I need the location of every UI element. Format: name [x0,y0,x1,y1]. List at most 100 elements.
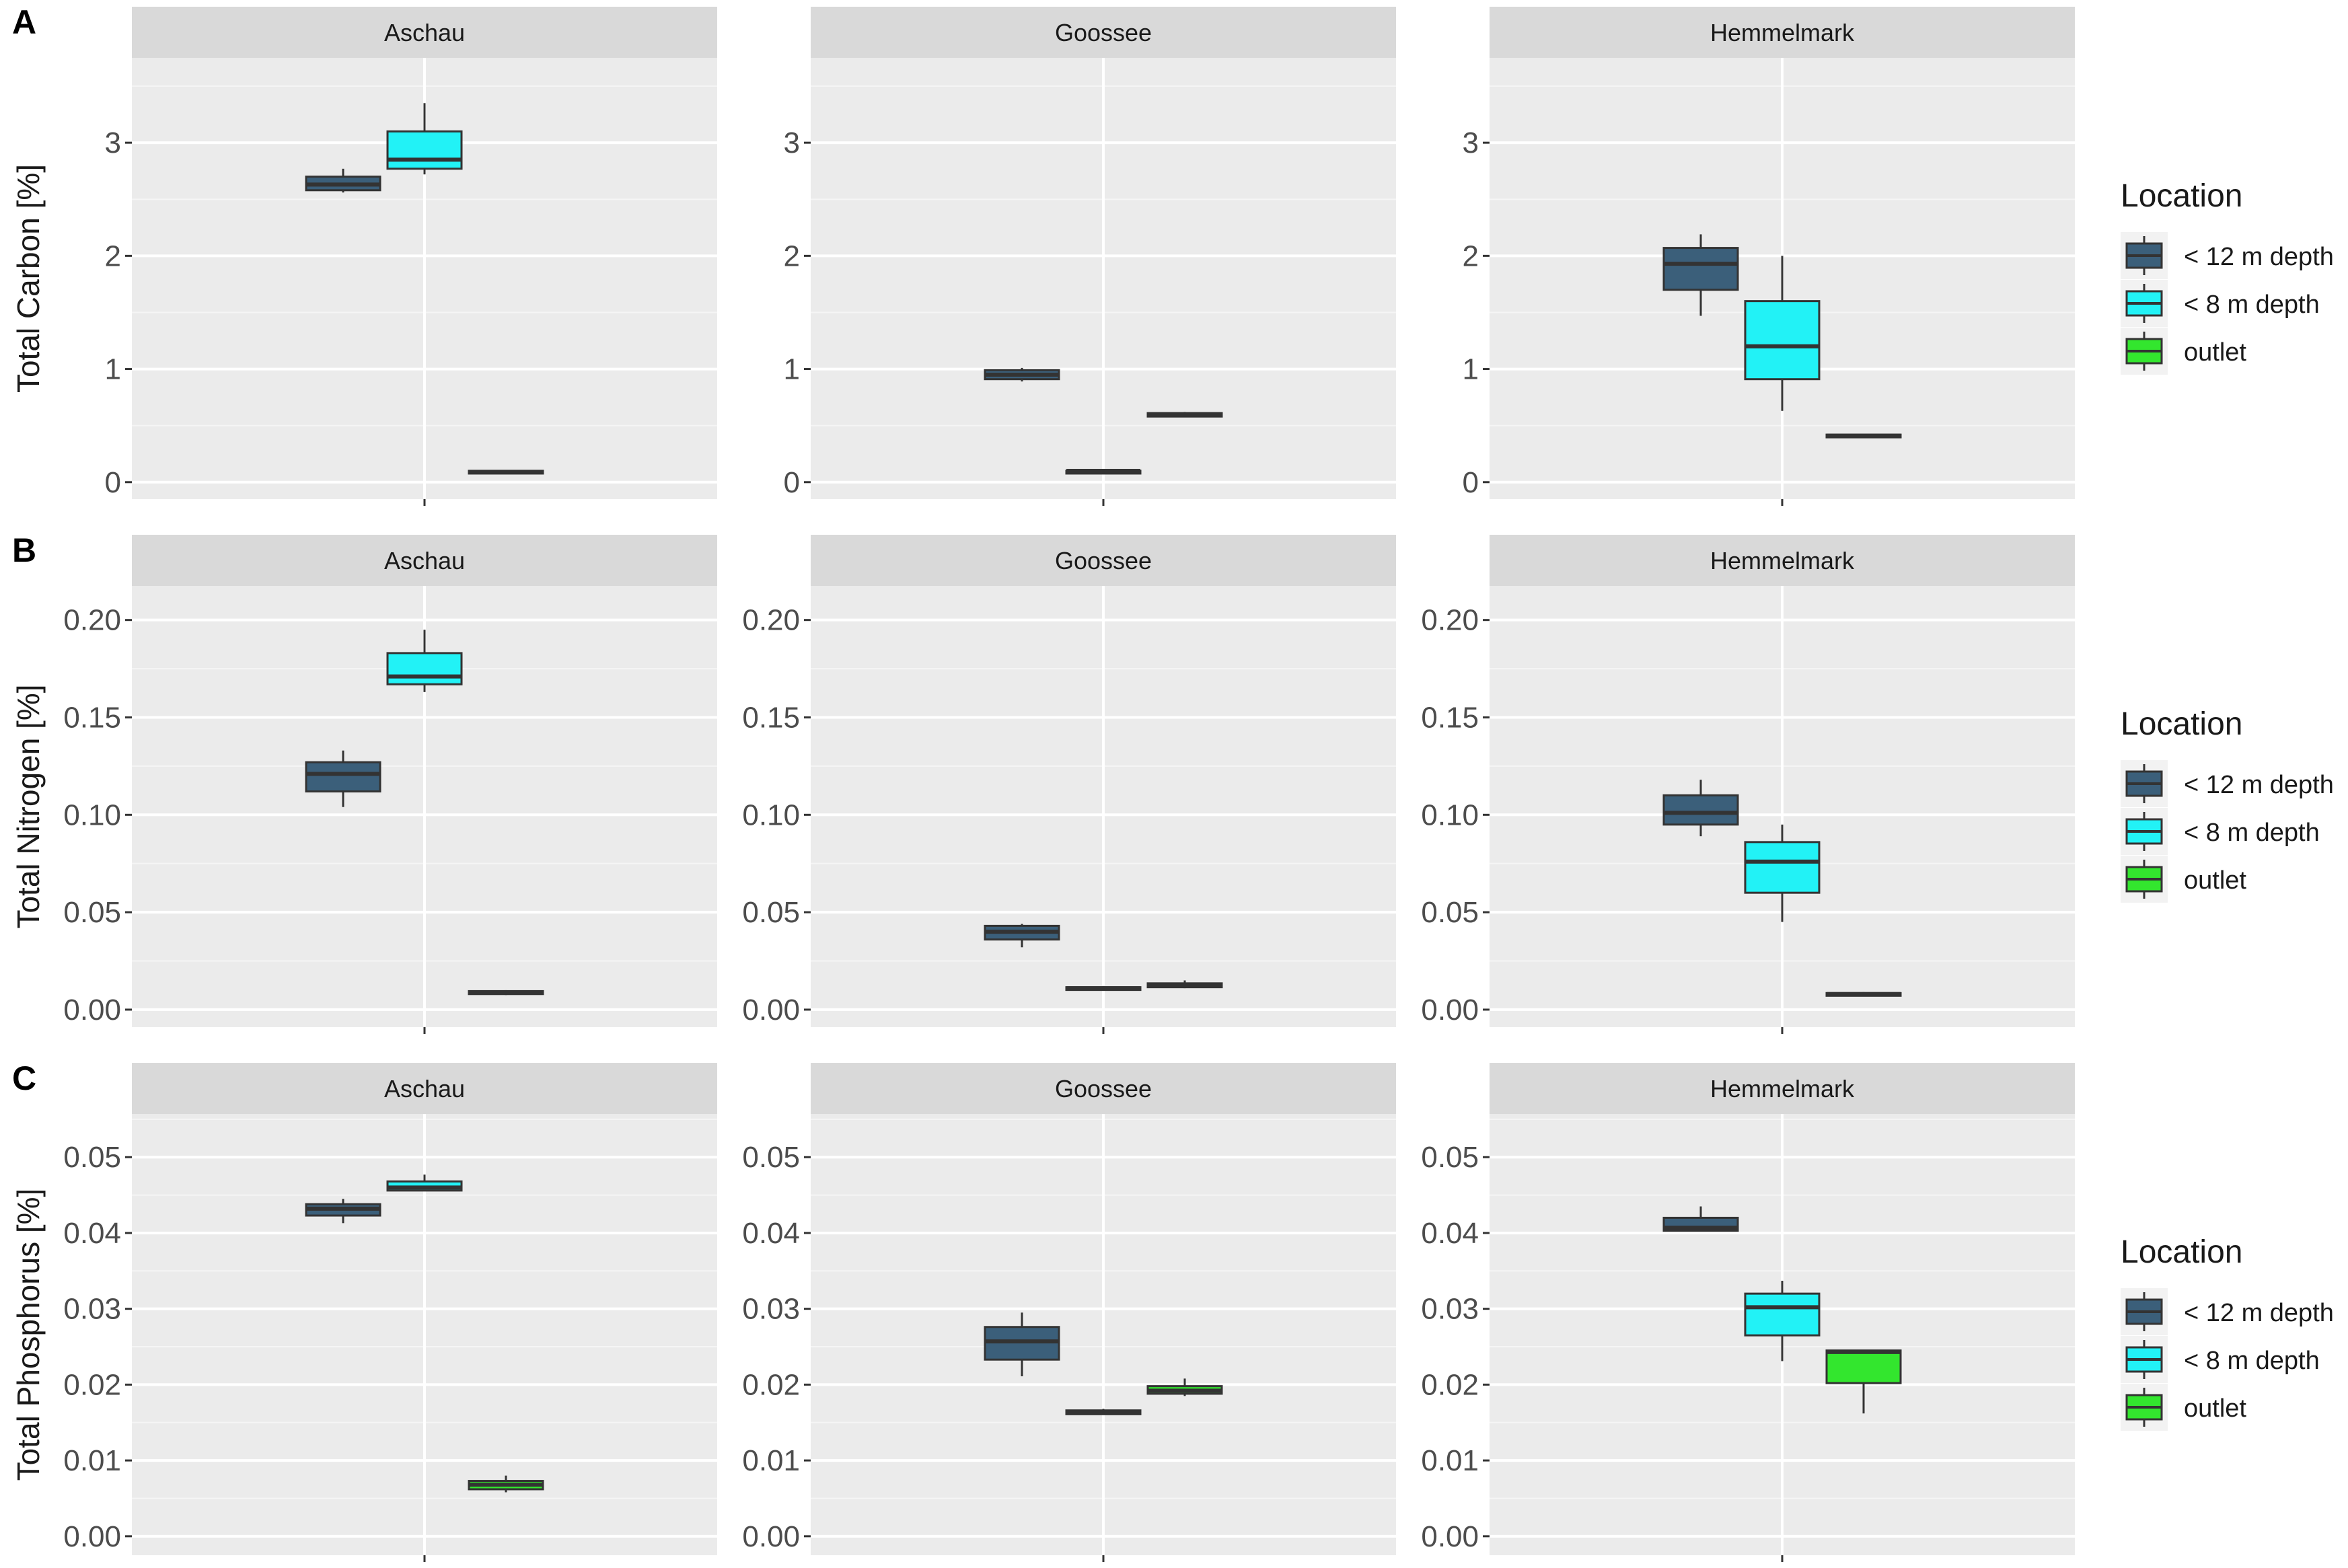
facet-label: Hemmelmark [1710,547,1855,574]
panel-hemmelmark: Hemmelmark 0.00 0.01 0.02 0.03 0.04 0.05 [1421,1063,2075,1562]
y-tick-label: 0.02 [63,1368,121,1401]
y-tick-label: 3 [784,126,800,159]
box-outlet [468,1475,544,1493]
y-axis-label: Total Carbon [%] [11,164,46,393]
legend: Location < 12 m depth < 8 m depth outlet [2121,706,2334,903]
legend-entry-label: < 12 m depth [2184,1299,2334,1327]
facet-label: Hemmelmark [1710,1075,1855,1103]
box-lt8m [1744,824,1821,922]
box-outlet [468,470,544,475]
panel-goossee: Goossee 0 1 2 3 [784,7,1396,506]
y-tick-label: 0.04 [1421,1217,1479,1250]
box-lt12m [984,924,1060,948]
legend-entry-label: < 8 m depth [2184,291,2320,319]
row-b: B Total Nitrogen [%] Aschau 0.00 0.05 0.10 0.1… [11,531,2334,1034]
box-iqr [1662,247,1739,291]
facet-strip [132,1063,717,1114]
legend-entry-label: outlet [2184,1394,2246,1423]
y-tick-label: 0.05 [1421,896,1479,929]
box-iqr [386,652,463,685]
panel-aschau: Aschau 0.00 0.05 0.10 0.15 0.20 [63,535,717,1034]
y-tick-label: 0.15 [1421,701,1479,734]
box-outlet [1146,980,1223,989]
panel-goossee: Goossee 0.00 0.01 0.02 0.03 0.04 0.05 [742,1063,1396,1562]
y-tick-label: 1 [1463,353,1479,386]
facet-label: Aschau [384,1075,465,1103]
box-lt12m [1662,234,1739,316]
y-tick-label: 0.10 [63,798,121,831]
y-tick-label: 0.05 [742,896,800,929]
y-tick-label: 0.03 [742,1293,800,1326]
box-lt12m [1662,780,1739,837]
legend-entry-label: outlet [2184,866,2246,895]
y-tick-label: 2 [1463,239,1479,272]
legend-entry-label: < 8 m depth [2184,819,2320,847]
facet-label: Aschau [384,19,465,46]
box-lt8m [1065,986,1142,992]
box-lt12m [984,1312,1060,1376]
box-iqr [1744,1292,1821,1337]
facet-strip [1490,7,2075,58]
box-lt8m [1065,1409,1142,1415]
box-outlet [1825,1349,1902,1414]
y-tick-label: 0.00 [742,994,800,1026]
row-c: C Total Phosphorus [%] Aschau 0.00 0.01 0.02 0… [11,1059,2334,1562]
box-lt8m [386,630,463,692]
legend: Location < 12 m depth < 8 m depth outlet [2121,1234,2334,1431]
y-tick-label: 0.00 [63,994,121,1026]
facet-strip [132,535,717,586]
box-outlet [1825,992,1902,997]
legend-title: Location [2121,178,2242,214]
facet-strip [811,7,1396,58]
panel-aschau: Aschau 0.00 0.01 0.02 0.03 0.04 0.05 [63,1063,717,1562]
row-letter-b: B [12,531,36,569]
legend-title: Location [2121,1234,2242,1270]
box-outlet [1825,433,1902,439]
y-tick-label: 0 [784,466,800,499]
panel-aschau: Aschau 0 1 2 3 [105,7,717,506]
box-iqr [305,761,381,793]
legend-entry-label: < 12 m depth [2184,771,2334,799]
y-tick-label: 0.20 [1421,604,1479,637]
y-tick-label: 0.15 [742,701,800,734]
box-lt8m [386,1174,463,1192]
facet-strip [1490,1063,2075,1114]
legend: Location < 12 m depth < 8 m depth outlet [2121,178,2334,375]
box-lt8m [1744,256,1821,411]
y-tick-label: 0.05 [63,896,121,929]
facet-label: Goossee [1055,19,1152,46]
y-tick-label: 0.04 [63,1217,121,1250]
y-tick-label: 0.10 [742,798,800,831]
box-lt8m [1744,1280,1821,1361]
facet-strip [811,1063,1396,1114]
panel-hemmelmark: Hemmelmark 0.00 0.05 0.10 0.15 0.20 [1421,535,2075,1034]
y-tick-label: 0.00 [1421,1520,1479,1553]
y-tick-label: 0.10 [1421,798,1479,831]
panel-goossee: Goossee 0.00 0.05 0.10 0.15 0.20 [742,535,1396,1034]
y-tick-label: 0.04 [742,1217,800,1250]
box-lt12m [305,1199,381,1224]
y-tick-label: 0 [105,466,121,499]
box-lt12m [1662,1206,1739,1232]
y-tick-label: 0 [1463,466,1479,499]
y-tick-label: 0.01 [742,1444,800,1477]
y-tick-label: 1 [105,353,121,386]
box-lt12m [984,367,1060,382]
y-tick-label: 0.05 [742,1141,800,1174]
y-tick-label: 0.00 [63,1520,121,1553]
y-tick-label: 2 [784,239,800,272]
y-tick-label: 2 [105,239,121,272]
legend-entry-label: outlet [2184,338,2246,367]
y-tick-label: 1 [784,353,800,386]
facet-strip [1490,535,2075,586]
y-tick-label: 0.02 [1421,1368,1479,1401]
box-outlet [1146,412,1223,418]
y-axis-label: Total Phosphorus [%] [11,1189,46,1481]
y-tick-label: 0.20 [63,604,121,637]
facet-label: Goossee [1055,547,1152,574]
facet-label: Goossee [1055,1075,1152,1103]
y-tick-label: 0.01 [1421,1444,1479,1477]
legend-entry-label: < 8 m depth [2184,1347,2320,1375]
